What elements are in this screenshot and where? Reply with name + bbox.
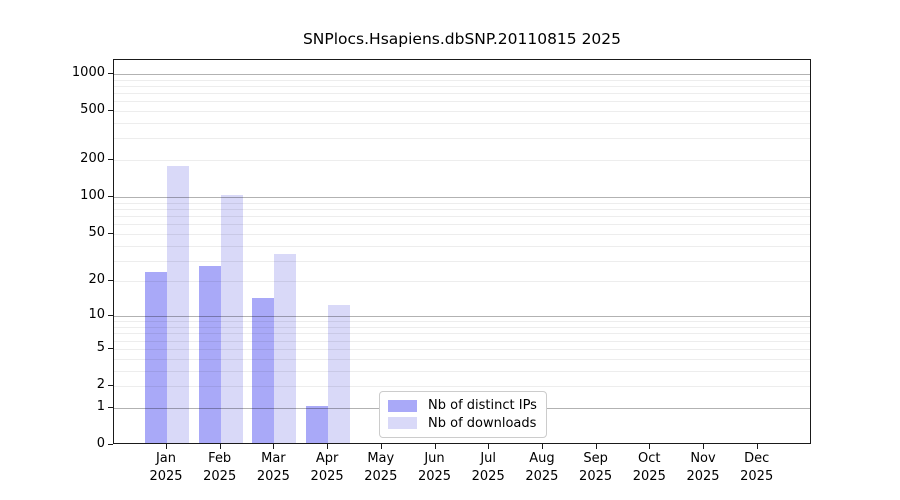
x-tick-label-sep: Sep 2025 [579, 451, 613, 484]
x-tick-label-jul: Jul 2025 [471, 451, 505, 484]
x-tick-label-nov: Nov 2025 [686, 451, 720, 484]
gridline-7 [114, 333, 810, 335]
gridline-3 [114, 370, 810, 372]
gridline-5 [114, 348, 810, 350]
gridline-500 [114, 111, 810, 112]
x-tick-label-feb: Feb 2025 [203, 451, 237, 484]
y-tick-label-200: 200 [80, 151, 105, 167]
x-tick-mark-dec [756, 444, 758, 449]
gridline-300 [114, 138, 810, 140]
gridline-50 [114, 233, 810, 235]
bar-mar-distinct-ips [252, 297, 275, 443]
x-tick-mark-mar [273, 444, 275, 449]
y-tick-label-100: 100 [80, 188, 105, 204]
y-tick-label-0: 0 [96, 436, 105, 451]
x-tick-mark-apr [327, 444, 329, 449]
x-tick-mark-feb [219, 444, 221, 449]
y-tick-label-2: 2 [96, 377, 105, 392]
x-tick-label-may: May 2025 [364, 451, 398, 484]
x-tick-mark-may [380, 444, 382, 449]
x-tick-label-aug: Aug 2025 [525, 451, 559, 484]
bars-layer [114, 60, 810, 443]
grid-layer [114, 60, 810, 443]
y-tick-label-50: 50 [88, 224, 105, 240]
x-tick-mark-nov [703, 444, 704, 449]
gridline-600 [114, 101, 810, 103]
y-tick-label-20: 20 [88, 272, 105, 288]
gridline-900 [114, 79, 810, 81]
gridline-9 [114, 321, 810, 323]
legend: Nb of distinct IPs Nb of downloads [379, 391, 547, 438]
legend-swatch-distinct-ips [388, 399, 417, 412]
gridline-800 [114, 85, 810, 87]
x-tick-label-oct: Oct 2025 [632, 451, 666, 484]
gridline-10 [114, 316, 810, 318]
x-tick-label-dec: Dec 2025 [740, 451, 774, 484]
bar-apr-downloads [328, 305, 351, 443]
legend-row-downloads: Nb of downloads [388, 415, 538, 432]
x-tick-mark-oct [649, 444, 651, 449]
bar-jan-distinct-ips [145, 272, 167, 443]
gridline-400 [114, 123, 810, 124]
x-tick-label-mar: Mar 2025 [256, 451, 290, 484]
gridline-90 [114, 202, 810, 204]
x-tick-mark-jan [166, 444, 167, 449]
x-tick-label-apr: Apr 2025 [310, 451, 344, 484]
bar-feb-downloads [220, 195, 243, 443]
legend-label-distinct-ips: Nb of distinct IPs [428, 398, 537, 414]
x-tick-mark-jun [434, 444, 436, 449]
bar-feb-distinct-ips [198, 265, 221, 443]
x-tick-mark-jul [488, 444, 490, 449]
bar-jan-downloads [167, 165, 189, 443]
gridline-700 [114, 93, 810, 94]
legend-row-distinct-ips: Nb of distinct IPs [388, 397, 538, 414]
gridline-2 [114, 386, 810, 387]
plot-area: Nb of distinct IPs Nb of downloads [113, 59, 811, 444]
gridline-100 [114, 197, 810, 199]
y-tick-label-1: 1 [96, 398, 105, 414]
gridline-1000 [114, 73, 810, 75]
bar-mar-downloads [274, 253, 297, 443]
gridline-20 [114, 281, 810, 283]
y-tick-label-10: 10 [88, 307, 105, 323]
x-tick-mark-sep [595, 444, 597, 449]
legend-label-downloads: Nb of downloads [428, 415, 537, 431]
gridline-200 [114, 160, 810, 162]
gridline-8 [114, 327, 810, 328]
y-tick-mark-0 [108, 444, 113, 445]
gridline-80 [114, 208, 810, 210]
gridline-70 [114, 216, 810, 217]
y-tick-label-5: 5 [96, 339, 105, 355]
x-tick-label-jan: Jan 2025 [149, 451, 183, 484]
x-tick-mark-aug [541, 444, 543, 449]
y-tick-label-1000: 1000 [71, 64, 105, 80]
legend-swatch-downloads [388, 417, 417, 430]
chart-title: SNPlocs.Hsapiens.dbSNP.20110815 2025 [302, 30, 622, 48]
y-tick-label-500: 500 [80, 102, 105, 117]
bar-apr-distinct-ips [306, 405, 329, 443]
gridline-6 [114, 340, 810, 342]
gridline-40 [114, 245, 810, 247]
gridline-30 [114, 260, 810, 262]
x-tick-label-jun: Jun 2025 [417, 451, 452, 484]
gridline-4 [114, 358, 810, 360]
gridline-60 [114, 224, 810, 226]
